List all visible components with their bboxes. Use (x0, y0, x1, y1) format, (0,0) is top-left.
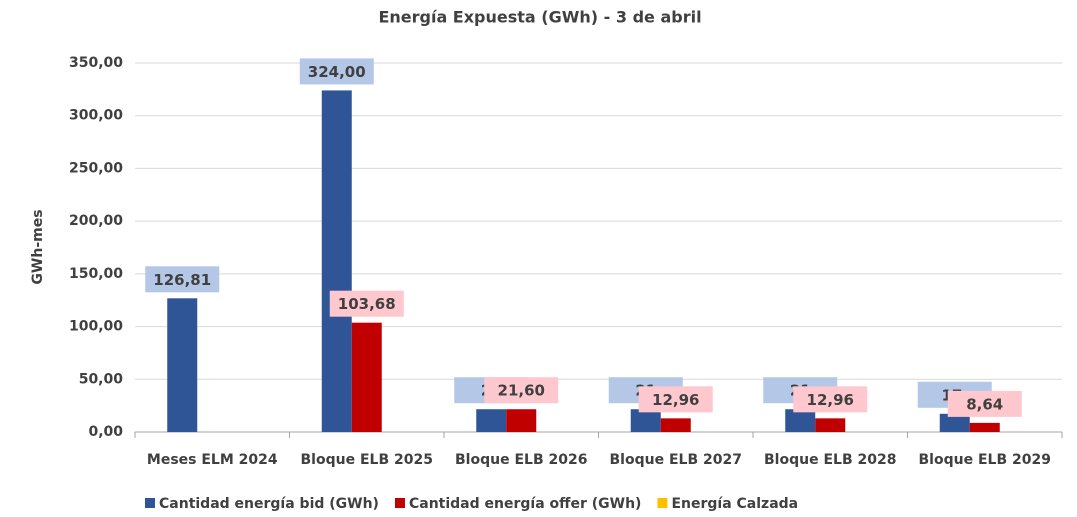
y-tick-label: 50,00 (79, 371, 124, 387)
data-label: 324,00 (308, 63, 366, 81)
bar (321, 90, 352, 432)
x-tick-label: Meses ELM 2024 (147, 452, 278, 468)
bar (506, 409, 537, 432)
chart-title: Energía Expuesta (GWh) - 3 de abril (378, 8, 701, 27)
data-label-box (145, 266, 220, 293)
data-label-box (299, 58, 374, 85)
legend-label: Cantidad energía bid (GWh) (159, 496, 379, 512)
data-label-box (793, 386, 868, 413)
bar (969, 422, 1000, 432)
y-tick-label: 100,00 (69, 319, 123, 335)
x-tick-label: Bloque ELB 2029 (919, 452, 1051, 468)
y-tick-label: 0,00 (88, 424, 123, 440)
data-label: 12,96 (652, 391, 699, 409)
x-tick-label: Bloque ELB 2027 (610, 452, 742, 468)
y-tick-label: 300,00 (69, 108, 123, 124)
data-label-box (638, 386, 713, 413)
data-label: 12,96 (807, 391, 854, 409)
data-label: 126,81 (153, 271, 211, 289)
y-tick-label: 350,00 (69, 55, 123, 71)
bar (351, 322, 382, 432)
legend-label: Cantidad energía offer (GWh) (409, 496, 641, 512)
legend-swatch (657, 498, 668, 508)
y-axis-title: GWh-mes (30, 209, 46, 284)
bar (660, 418, 691, 432)
data-label-box (484, 377, 559, 404)
legend-label: Energía Calzada (671, 496, 798, 512)
legend-swatch (394, 498, 405, 508)
data-label: 21,60 (498, 382, 545, 400)
y-tick-label: 150,00 (69, 266, 123, 282)
data-label-box (947, 390, 1022, 417)
bar (815, 418, 846, 432)
x-tick-label: Bloque ELB 2026 (455, 452, 587, 468)
data-label-box (329, 290, 404, 317)
x-tick-label: Bloque ELB 2028 (764, 452, 896, 468)
bar (476, 409, 507, 432)
x-tick-label: Bloque ELB 2025 (301, 452, 433, 468)
data-label: 103,68 (338, 295, 396, 313)
data-label: 8,64 (966, 395, 1003, 413)
y-tick-label: 200,00 (69, 213, 123, 229)
y-tick-label: 250,00 (69, 160, 123, 176)
legend-swatch (145, 498, 155, 508)
bar (630, 409, 661, 432)
bar (785, 409, 816, 432)
bar (167, 298, 198, 432)
bar (939, 413, 970, 432)
